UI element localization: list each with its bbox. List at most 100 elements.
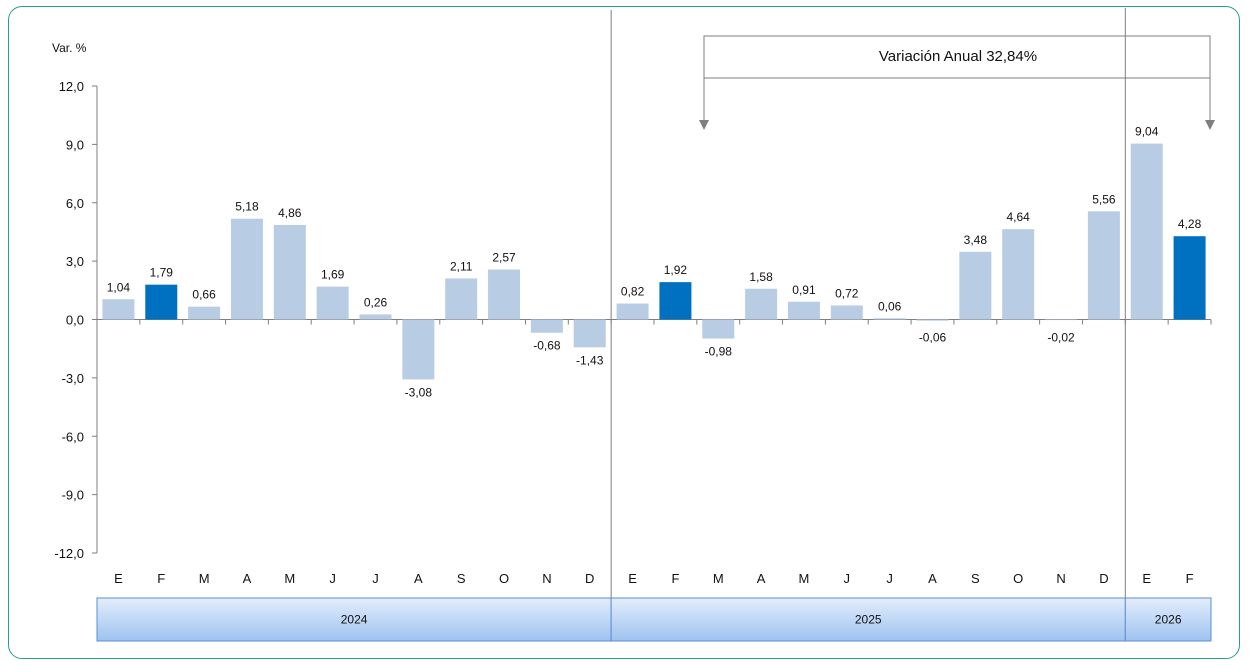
x-tick-label: M bbox=[199, 571, 210, 586]
y-tick-label: 12,0 bbox=[59, 79, 84, 94]
y-tick-label: 3,0 bbox=[66, 254, 84, 269]
bar bbox=[787, 301, 820, 320]
bar bbox=[1087, 211, 1120, 320]
bar bbox=[916, 319, 949, 321]
bar bbox=[1002, 229, 1035, 320]
x-tick-label: F bbox=[671, 571, 679, 586]
bar bbox=[1045, 319, 1078, 321]
y-tick-label: 9,0 bbox=[66, 137, 84, 152]
bar-value-label: 0,06 bbox=[878, 299, 902, 313]
bar bbox=[145, 284, 178, 320]
bar-value-label: 2,57 bbox=[492, 250, 516, 264]
bar-value-label: -0,06 bbox=[919, 331, 947, 345]
x-tick-label: J bbox=[886, 571, 893, 586]
bar bbox=[273, 224, 306, 320]
bar bbox=[488, 269, 521, 320]
x-tick-label: N bbox=[1056, 571, 1065, 586]
bar bbox=[445, 278, 478, 320]
bar-value-label: -0,98 bbox=[705, 345, 733, 359]
x-tick-label: E bbox=[628, 571, 637, 586]
bar-value-label: 1,58 bbox=[749, 270, 773, 284]
bar-value-label: 2,11 bbox=[450, 259, 473, 273]
bar-value-label: 0,72 bbox=[835, 286, 859, 300]
bar-value-label: 0,82 bbox=[621, 285, 645, 299]
x-tick-label: S bbox=[457, 571, 466, 586]
bar bbox=[1130, 143, 1163, 320]
x-tick-label: F bbox=[1186, 571, 1194, 586]
annual-variation-label: Variación Anual 32,84% bbox=[879, 48, 1037, 65]
x-tick-label: A bbox=[243, 571, 252, 586]
x-tick-label: A bbox=[928, 571, 937, 586]
bar bbox=[959, 251, 992, 320]
x-tick-label: M bbox=[799, 571, 810, 586]
bar-value-label: 4,86 bbox=[278, 206, 302, 220]
bar bbox=[359, 314, 392, 320]
bar-value-label: -3,08 bbox=[405, 385, 433, 399]
x-tick-label: O bbox=[499, 571, 509, 586]
y-axis-label: Var. % bbox=[52, 41, 87, 55]
annual-variation-annotation: Variación Anual 32,84% bbox=[699, 35, 1215, 130]
x-tick-label: M bbox=[713, 571, 724, 586]
year-label: 2025 bbox=[855, 613, 882, 627]
bar-value-label: 9,04 bbox=[1135, 125, 1159, 139]
bar-value-label: 1,92 bbox=[664, 263, 688, 277]
bar bbox=[1173, 236, 1206, 320]
annotation-box bbox=[703, 35, 1211, 79]
axes: 12,0 9,0 6,0 3,0 0,0 -3,0 -6,0 -9,0 -12,0 bbox=[54, 8, 1212, 641]
x-tick-label: D bbox=[1099, 571, 1108, 586]
year-band bbox=[610, 597, 1126, 642]
x-tick-label: A bbox=[414, 571, 423, 586]
x-tick-label: E bbox=[1142, 571, 1151, 586]
annotation-arrowhead-left bbox=[699, 120, 709, 130]
x-tick-label: D bbox=[585, 571, 594, 586]
y-tick-label: -6,0 bbox=[62, 429, 84, 444]
bar bbox=[616, 303, 649, 320]
bar bbox=[702, 319, 735, 339]
y-tick-label: 0,0 bbox=[66, 313, 84, 328]
x-tick-label: J bbox=[372, 571, 379, 586]
year-bands: 2024 2025 2026 bbox=[96, 597, 1212, 642]
x-tick-label: A bbox=[757, 571, 766, 586]
bar-value-label: 0,26 bbox=[364, 295, 388, 309]
bar-value-label: 4,28 bbox=[1178, 217, 1202, 231]
bar bbox=[530, 319, 563, 333]
y-tick-label: -12,0 bbox=[54, 546, 84, 561]
x-tick-label: J bbox=[329, 571, 336, 586]
bar bbox=[659, 282, 692, 320]
annotation-arrowhead-right bbox=[1205, 120, 1215, 130]
x-tick-label: J bbox=[844, 571, 851, 586]
y-tick-label: 6,0 bbox=[66, 196, 84, 211]
bar bbox=[745, 288, 778, 320]
bar-value-label: -0,02 bbox=[1047, 331, 1075, 345]
bar-value-label: 3,48 bbox=[964, 233, 988, 247]
bar-value-label: 0,66 bbox=[192, 288, 216, 302]
x-tick-label: S bbox=[971, 571, 980, 586]
y-tick-label: -9,0 bbox=[62, 488, 84, 503]
bar-value-label: 4,64 bbox=[1007, 210, 1031, 224]
bars bbox=[102, 143, 1206, 380]
bar-value-label: 5,56 bbox=[1092, 192, 1116, 206]
year-band bbox=[1124, 597, 1212, 642]
bar bbox=[316, 286, 349, 320]
chart-frame bbox=[8, 6, 1240, 659]
bar bbox=[573, 319, 606, 348]
bar-value-label: 1,04 bbox=[107, 280, 131, 294]
x-tick-label: O bbox=[1013, 571, 1023, 586]
x-tick-label: M bbox=[284, 571, 295, 586]
value-labels: 1,04 1,79 0,66 5,18 4,86 1,69 0,26 -3,08 2,11 2,5… bbox=[107, 125, 1202, 400]
bar-value-label: -1,43 bbox=[576, 353, 604, 367]
bar bbox=[402, 319, 435, 380]
bar-value-label: 1,79 bbox=[150, 266, 174, 280]
x-tick-label: F bbox=[157, 571, 165, 586]
bar bbox=[188, 306, 221, 320]
bar-value-label: 0,91 bbox=[792, 283, 816, 297]
bar bbox=[102, 299, 135, 320]
bar-value-label: 5,18 bbox=[235, 200, 259, 214]
bar-value-label: -0,68 bbox=[533, 339, 561, 353]
year-label: 2026 bbox=[1155, 613, 1182, 627]
bar bbox=[830, 305, 863, 320]
year-label: 2024 bbox=[341, 613, 368, 627]
bar bbox=[873, 318, 906, 320]
